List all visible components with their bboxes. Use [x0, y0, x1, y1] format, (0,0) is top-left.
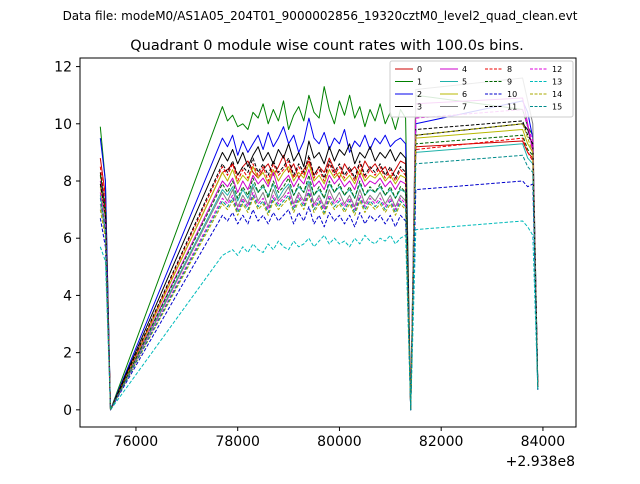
legend-label-1: 1 — [417, 78, 422, 87]
x-tick-label: 78000 — [215, 434, 260, 450]
series-line-7 — [99, 77, 539, 411]
legend-label-10: 10 — [507, 90, 517, 99]
y-tick-label: 12 — [54, 60, 72, 76]
legend-label-0: 0 — [417, 65, 422, 74]
y-tick-label: 10 — [54, 117, 72, 133]
x-offset-label: +2.938e8 — [506, 454, 575, 470]
legend-frame — [389, 60, 574, 118]
series-line-0 — [99, 140, 539, 411]
series-line-8 — [99, 137, 539, 411]
series-line-2 — [99, 100, 539, 411]
series-line-3 — [99, 123, 539, 411]
y-tick-label: 8 — [63, 174, 72, 190]
x-axis: 76000 78000 80000 82000 84000 — [114, 427, 566, 450]
legend-label-2: 2 — [417, 90, 422, 99]
series-line-5 — [99, 143, 539, 411]
series-line-10 — [99, 180, 539, 411]
series-line-1 — [99, 86, 539, 411]
series-line-9 — [99, 134, 539, 411]
legend-label-4: 4 — [462, 65, 467, 74]
legend-label-5: 5 — [462, 78, 467, 87]
legend-label-6: 6 — [462, 90, 467, 99]
plot-lines — [99, 77, 539, 411]
series-line-11 — [99, 120, 539, 411]
legend-label-13: 13 — [552, 78, 562, 87]
y-tick-label: 4 — [63, 288, 72, 304]
series-line-12 — [99, 109, 539, 411]
x-tick-label: 82000 — [419, 434, 464, 450]
legend-label-14: 14 — [552, 90, 562, 99]
legend-label-3: 3 — [417, 103, 422, 112]
x-tick-label: 76000 — [114, 434, 159, 450]
y-tick-label: 6 — [63, 231, 72, 247]
chart-suptitle: Data file: modeM0/AS1A05_204T01_90000028… — [63, 9, 578, 23]
x-tick-label: 84000 — [521, 434, 566, 450]
series-line-14 — [99, 123, 539, 411]
legend-label-12: 12 — [552, 65, 562, 74]
chart-title: Quadrant 0 module wise count rates with … — [130, 38, 524, 54]
legend-label-15: 15 — [552, 103, 562, 112]
plot-frame — [79, 57, 577, 428]
legend-label-11: 11 — [507, 103, 517, 112]
series-line-15 — [99, 154, 539, 411]
legend-label-7: 7 — [462, 103, 467, 112]
legend-label-9: 9 — [507, 78, 512, 87]
series-line-4 — [99, 97, 539, 411]
y-axis: 0 2 4 6 8 10 12 — [54, 60, 80, 419]
series-line-6 — [99, 129, 539, 411]
legend-label-8: 8 — [507, 65, 512, 74]
x-tick-label: 80000 — [317, 434, 362, 450]
y-tick-label: 0 — [63, 403, 72, 419]
series-line-13 — [99, 220, 539, 411]
y-tick-label: 2 — [63, 346, 72, 362]
